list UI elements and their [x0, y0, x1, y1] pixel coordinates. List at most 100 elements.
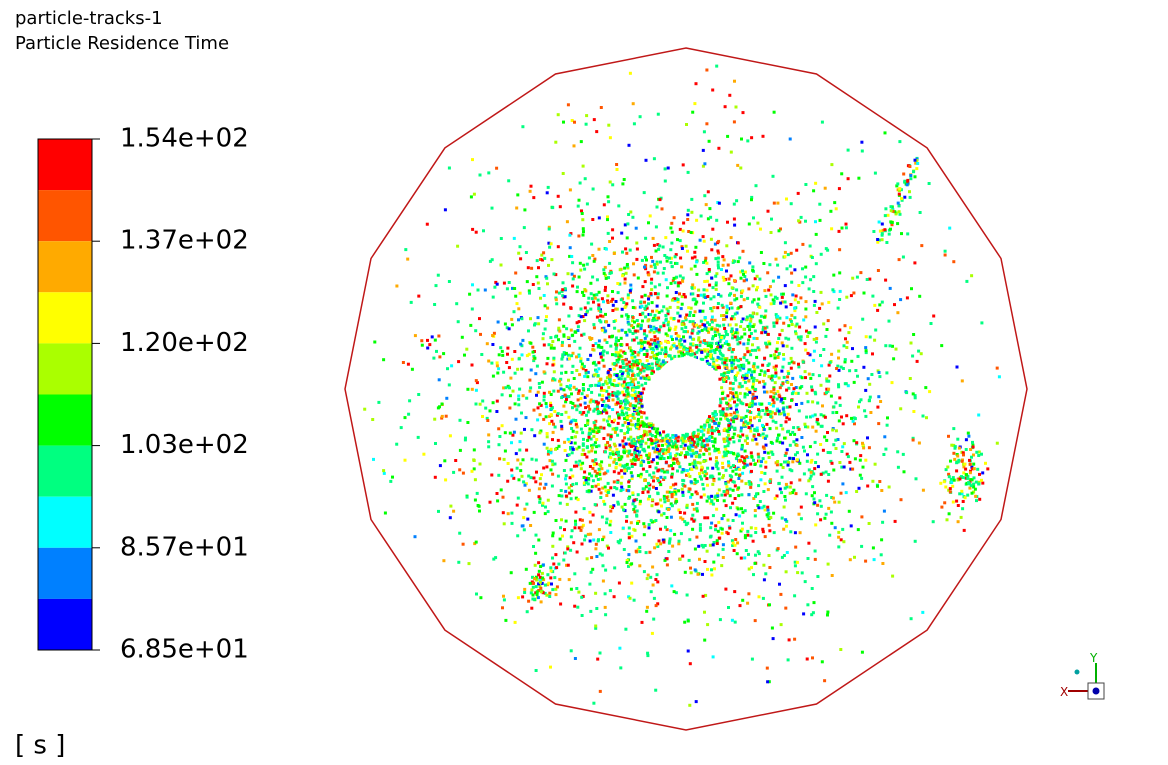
particle [520, 344, 524, 348]
particle [657, 328, 661, 332]
particle [705, 261, 709, 265]
particle [602, 535, 606, 539]
particle [673, 328, 677, 332]
particle [665, 516, 669, 519]
particle [598, 552, 602, 556]
particle [724, 416, 728, 420]
particle [569, 384, 572, 388]
particle [619, 377, 623, 381]
particle [649, 518, 653, 522]
particle [551, 206, 555, 210]
particle [758, 373, 762, 376]
particle [471, 283, 474, 287]
particle [669, 502, 673, 506]
particle [523, 591, 527, 594]
particle [631, 306, 635, 309]
particle [731, 315, 735, 319]
particle [774, 349, 778, 353]
particle [854, 369, 858, 372]
particle [654, 249, 658, 253]
particle [940, 505, 944, 509]
particle [738, 341, 742, 345]
particle [803, 580, 807, 584]
particle [752, 362, 756, 366]
triad-dot [1074, 669, 1080, 675]
particle [740, 137, 743, 141]
particle [812, 189, 816, 193]
particle [607, 276, 610, 280]
particle [830, 521, 834, 525]
particle [603, 605, 607, 609]
particle [532, 476, 536, 480]
particle [847, 331, 851, 335]
particle [461, 542, 465, 546]
particle [543, 256, 547, 260]
particle [885, 371, 889, 375]
particle [631, 444, 635, 448]
particle [709, 526, 713, 530]
particle [845, 414, 849, 418]
particle [600, 460, 604, 464]
particle [751, 343, 754, 347]
particle [755, 288, 758, 292]
particle [727, 606, 730, 609]
particle [615, 394, 619, 398]
particle [777, 409, 781, 413]
particle [712, 306, 716, 309]
particle [962, 528, 966, 532]
particle [779, 423, 783, 427]
particle [540, 473, 543, 477]
particle [555, 290, 558, 294]
particle [689, 231, 693, 234]
particle [532, 510, 536, 514]
particle [743, 456, 747, 460]
particle [775, 469, 779, 473]
particle [553, 425, 557, 429]
particle [763, 412, 767, 416]
particle [731, 436, 735, 439]
particle [742, 342, 746, 346]
particle [520, 524, 524, 528]
particle [656, 243, 660, 247]
particle [814, 262, 818, 266]
particle [625, 399, 629, 403]
particle [771, 398, 775, 402]
particle [745, 376, 749, 380]
particle [537, 487, 541, 491]
particle [483, 288, 487, 292]
particle [656, 367, 660, 371]
particle [530, 606, 534, 610]
particle [617, 204, 621, 208]
particle [744, 414, 748, 418]
particle [780, 475, 784, 479]
particle [775, 321, 779, 325]
particle [641, 340, 645, 344]
particle [694, 464, 698, 468]
particle [877, 422, 881, 426]
particle [606, 433, 610, 437]
particle [731, 336, 735, 340]
particle [586, 532, 590, 536]
particle [653, 263, 656, 267]
particle [463, 353, 466, 357]
particle [845, 452, 849, 456]
particle [529, 368, 533, 372]
particle [573, 526, 577, 530]
particle [704, 326, 708, 330]
particle [593, 296, 597, 300]
particle [658, 365, 662, 369]
particle [601, 358, 605, 362]
particle [891, 209, 895, 213]
particle [538, 402, 542, 406]
particle [539, 586, 543, 590]
particle [562, 351, 566, 355]
particle [758, 459, 761, 463]
particle [761, 134, 765, 138]
particle [645, 258, 648, 262]
particle [625, 343, 629, 347]
particle [442, 352, 446, 356]
particle [710, 573, 714, 577]
particle [808, 353, 812, 357]
particle [646, 651, 650, 655]
particle [674, 492, 678, 496]
